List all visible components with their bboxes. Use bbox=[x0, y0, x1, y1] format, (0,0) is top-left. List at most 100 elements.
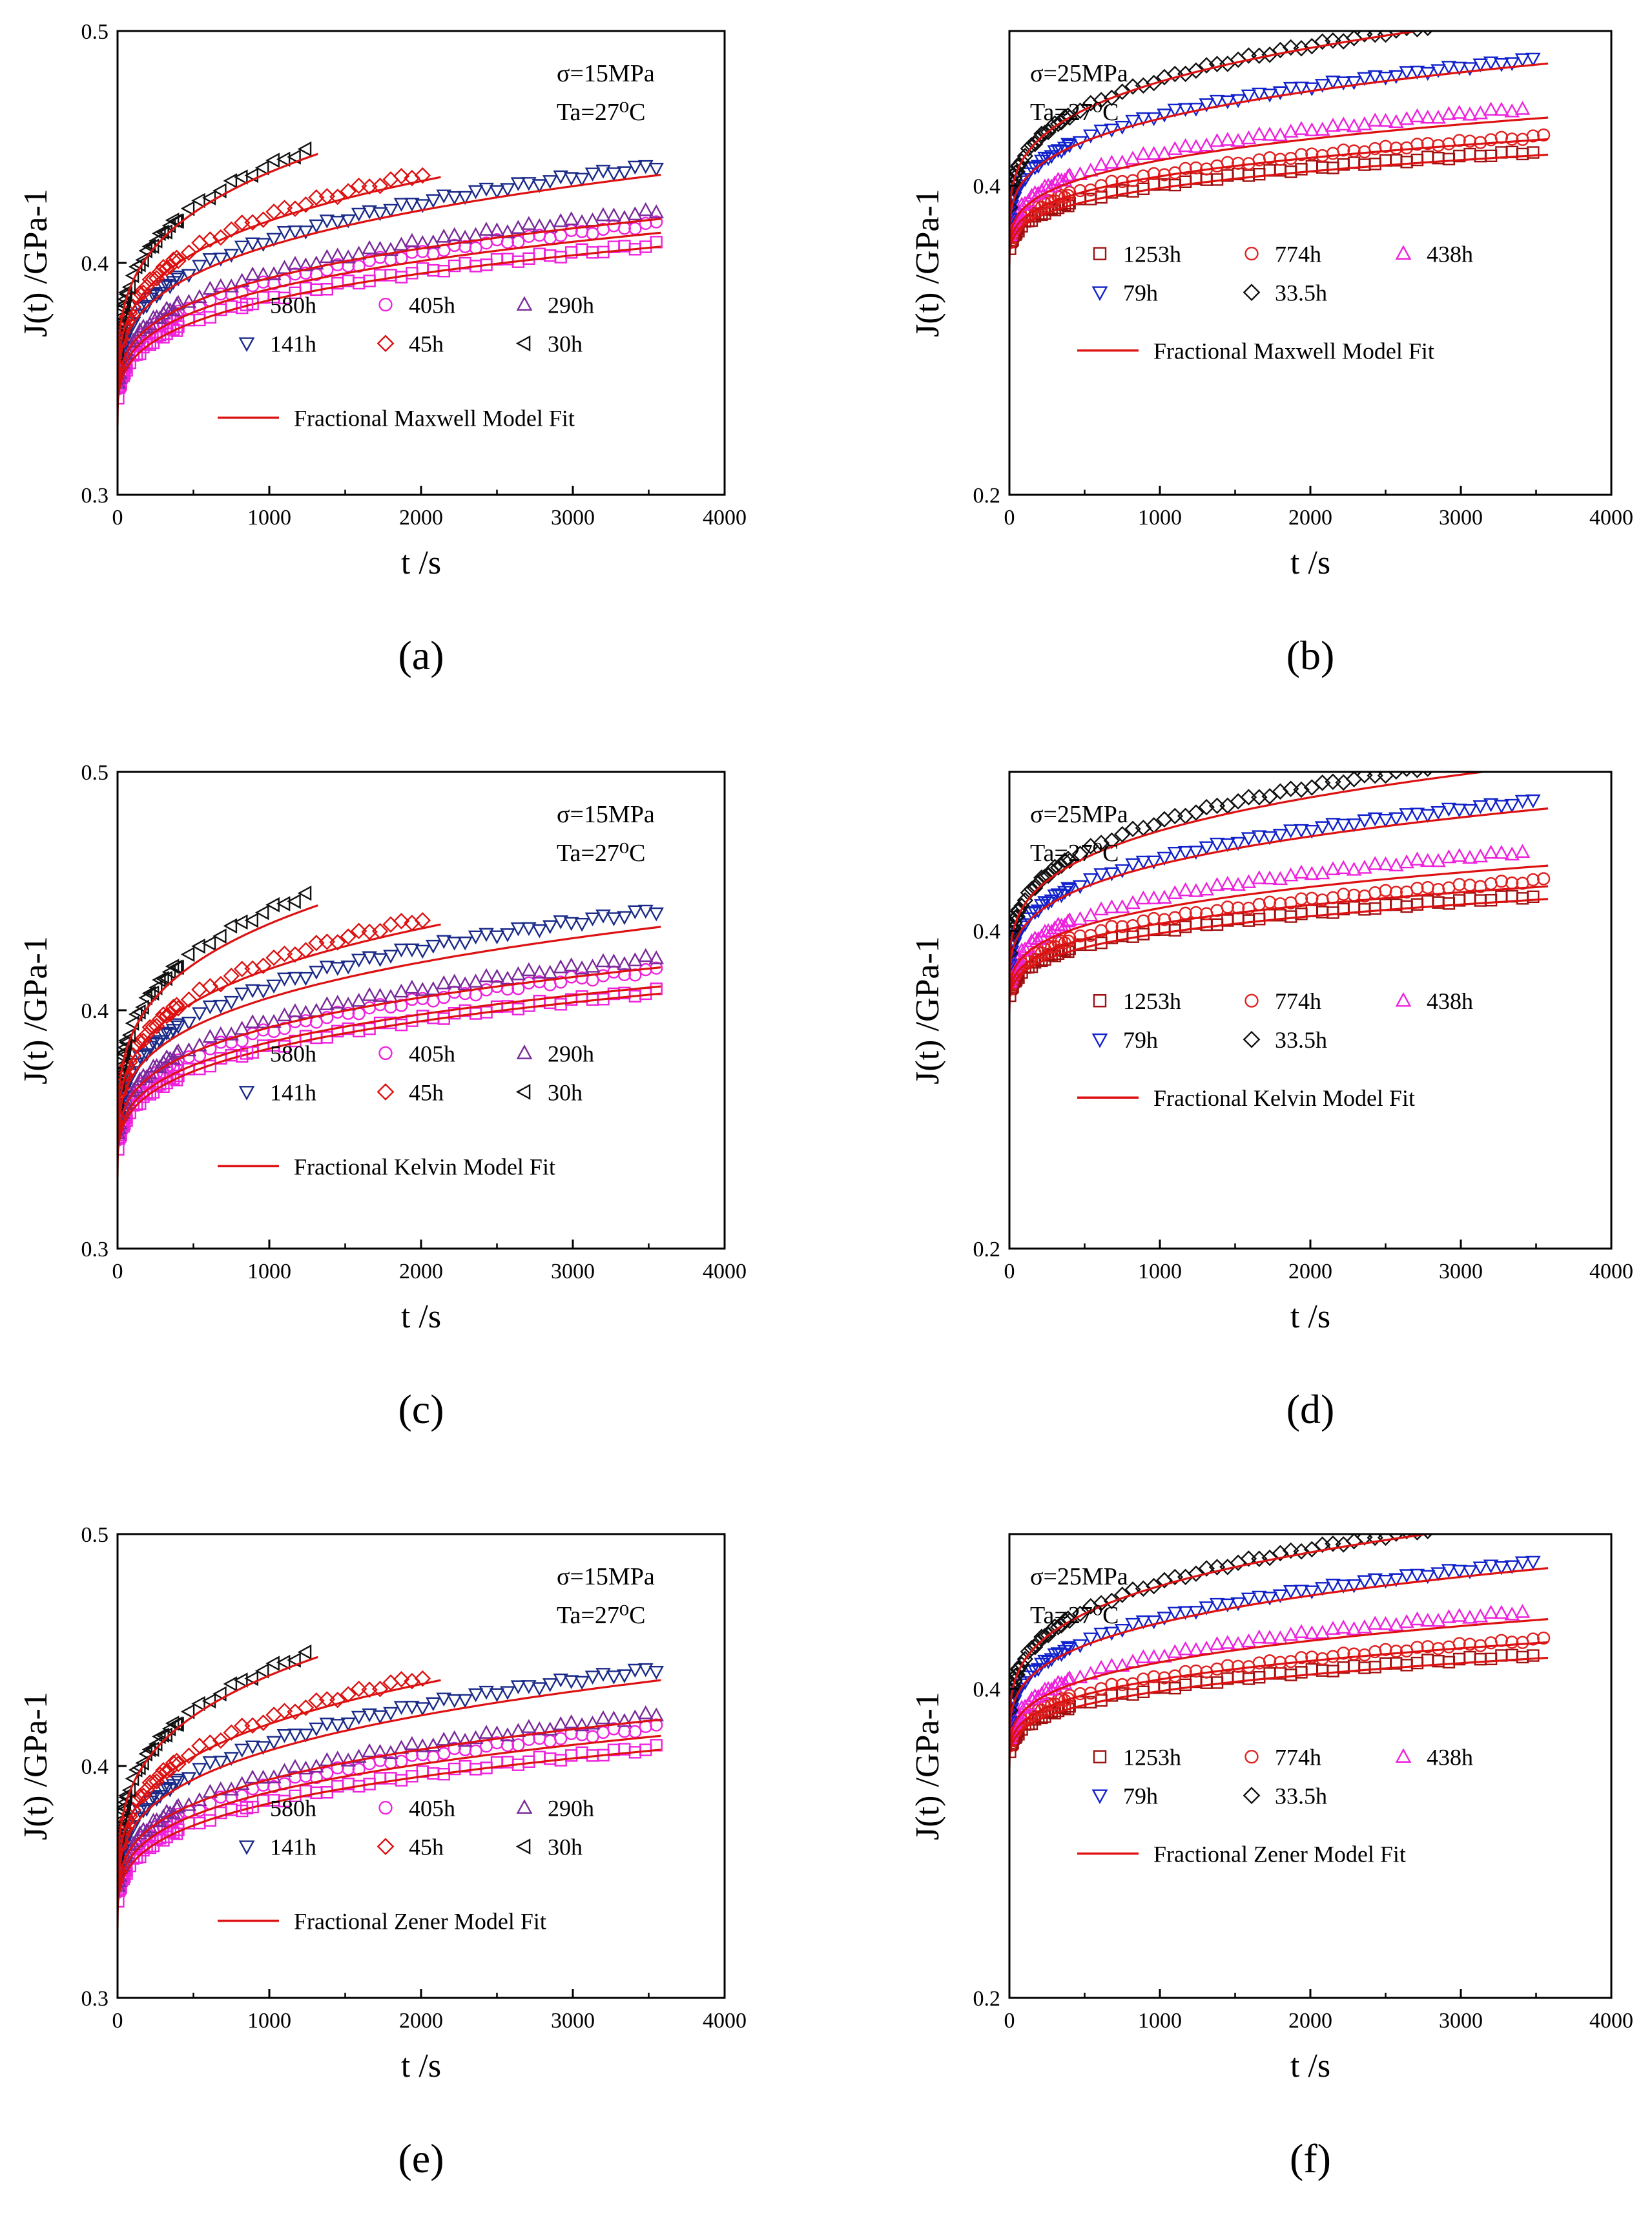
data-point bbox=[351, 1710, 367, 1725]
data-point bbox=[1295, 163, 1308, 176]
legend-marker bbox=[1395, 1748, 1412, 1763]
data-point bbox=[521, 216, 537, 230]
data-point bbox=[510, 220, 526, 234]
y-tick-label: 0.5 bbox=[81, 1523, 109, 1547]
data-point bbox=[276, 260, 293, 274]
data-point bbox=[351, 953, 367, 968]
data-point bbox=[500, 1727, 515, 1741]
data-point bbox=[223, 918, 238, 934]
data-point bbox=[297, 1699, 315, 1716]
data-point bbox=[1514, 1556, 1531, 1571]
data-point bbox=[1367, 112, 1383, 127]
temperature-annotation: Ta=27⁰C bbox=[557, 99, 645, 126]
data-point bbox=[393, 236, 409, 251]
data-point bbox=[329, 962, 346, 976]
data-point bbox=[1104, 154, 1120, 169]
data-point bbox=[1378, 813, 1394, 828]
data-point bbox=[617, 222, 632, 235]
data-point bbox=[276, 226, 293, 240]
data-point bbox=[1009, 158, 1027, 175]
data-point bbox=[276, 1729, 293, 1743]
plot-data-layer bbox=[118, 885, 665, 1178]
data-point bbox=[1336, 76, 1352, 90]
data-point bbox=[586, 227, 599, 240]
y-tick-label: 0.5 bbox=[81, 20, 109, 44]
data-point bbox=[393, 983, 409, 998]
data-point bbox=[1253, 1670, 1266, 1684]
data-point bbox=[1504, 1606, 1520, 1621]
data-point bbox=[448, 1006, 461, 1020]
legend-marker bbox=[1091, 1033, 1108, 1048]
data-point bbox=[202, 253, 218, 267]
data-point bbox=[340, 1752, 356, 1767]
data-point bbox=[479, 182, 494, 197]
fit-line bbox=[1009, 885, 1549, 1010]
fit-line bbox=[118, 152, 318, 402]
data-point bbox=[320, 1011, 334, 1024]
data-point bbox=[1430, 1567, 1446, 1581]
data-point bbox=[342, 1006, 355, 1020]
chart-panel-a: 0 1000 2000 3000 4000 0.3 0.4 0.5 t /s J(t) /GPa-… bbox=[17, 20, 747, 678]
x-tick-label: 4000 bbox=[1589, 506, 1633, 530]
data-point bbox=[448, 259, 461, 273]
fit-line bbox=[118, 1656, 318, 1906]
data-point bbox=[1452, 878, 1466, 891]
data-point bbox=[648, 907, 665, 922]
data-point bbox=[1437, 1534, 1440, 1535]
data-point bbox=[1389, 857, 1404, 872]
data-point bbox=[627, 1663, 643, 1678]
data-point bbox=[1294, 121, 1309, 135]
data-point bbox=[1346, 818, 1362, 833]
data-point bbox=[350, 1680, 367, 1698]
data-point bbox=[606, 1670, 622, 1685]
data-point bbox=[532, 924, 548, 939]
data-point bbox=[201, 190, 216, 206]
series-774h bbox=[1009, 1631, 1551, 1752]
data-point bbox=[1093, 124, 1109, 139]
legend-label: 580h bbox=[270, 293, 316, 318]
data-point bbox=[617, 956, 632, 970]
data-point bbox=[1410, 882, 1424, 895]
data-point bbox=[1462, 107, 1478, 121]
data-point bbox=[159, 1026, 174, 1041]
data-point bbox=[606, 953, 622, 968]
data-point bbox=[121, 1027, 136, 1043]
data-point bbox=[1157, 1612, 1172, 1626]
data-point bbox=[309, 219, 324, 234]
data-point bbox=[362, 240, 377, 254]
data-point bbox=[1504, 103, 1520, 118]
data-point bbox=[1441, 1519, 1456, 1533]
legend-marker bbox=[1244, 246, 1259, 261]
data-point bbox=[1220, 1635, 1235, 1649]
legend-label: 30h bbox=[548, 1834, 583, 1860]
data-point bbox=[1451, 804, 1467, 818]
data-point bbox=[1410, 898, 1424, 911]
data-point bbox=[1441, 756, 1456, 771]
data-point bbox=[255, 238, 271, 252]
plot-data-layer bbox=[1009, 747, 1551, 1013]
data-point bbox=[554, 251, 567, 264]
data-point bbox=[1514, 795, 1531, 809]
data-point bbox=[393, 168, 410, 185]
data-point bbox=[1040, 152, 1056, 167]
legend-label: 79h bbox=[1123, 1783, 1158, 1809]
data-point bbox=[415, 1702, 431, 1716]
data-point bbox=[1400, 1659, 1413, 1672]
data-point bbox=[543, 231, 557, 245]
data-point bbox=[1368, 902, 1381, 915]
data-point bbox=[1033, 1628, 1050, 1646]
data-point bbox=[1526, 747, 1540, 761]
data-point bbox=[265, 897, 280, 913]
data-point bbox=[1240, 1550, 1257, 1567]
data-point bbox=[395, 1018, 408, 1032]
x-tick-label: 0 bbox=[112, 506, 123, 530]
data-point bbox=[1062, 167, 1078, 182]
data-point bbox=[1199, 1601, 1215, 1615]
data-point bbox=[276, 945, 293, 962]
data-point bbox=[118, 1035, 132, 1050]
data-point bbox=[501, 235, 515, 249]
data-point bbox=[1494, 12, 1509, 26]
data-point bbox=[1514, 844, 1531, 858]
legend-label: 774h bbox=[1275, 1745, 1321, 1771]
